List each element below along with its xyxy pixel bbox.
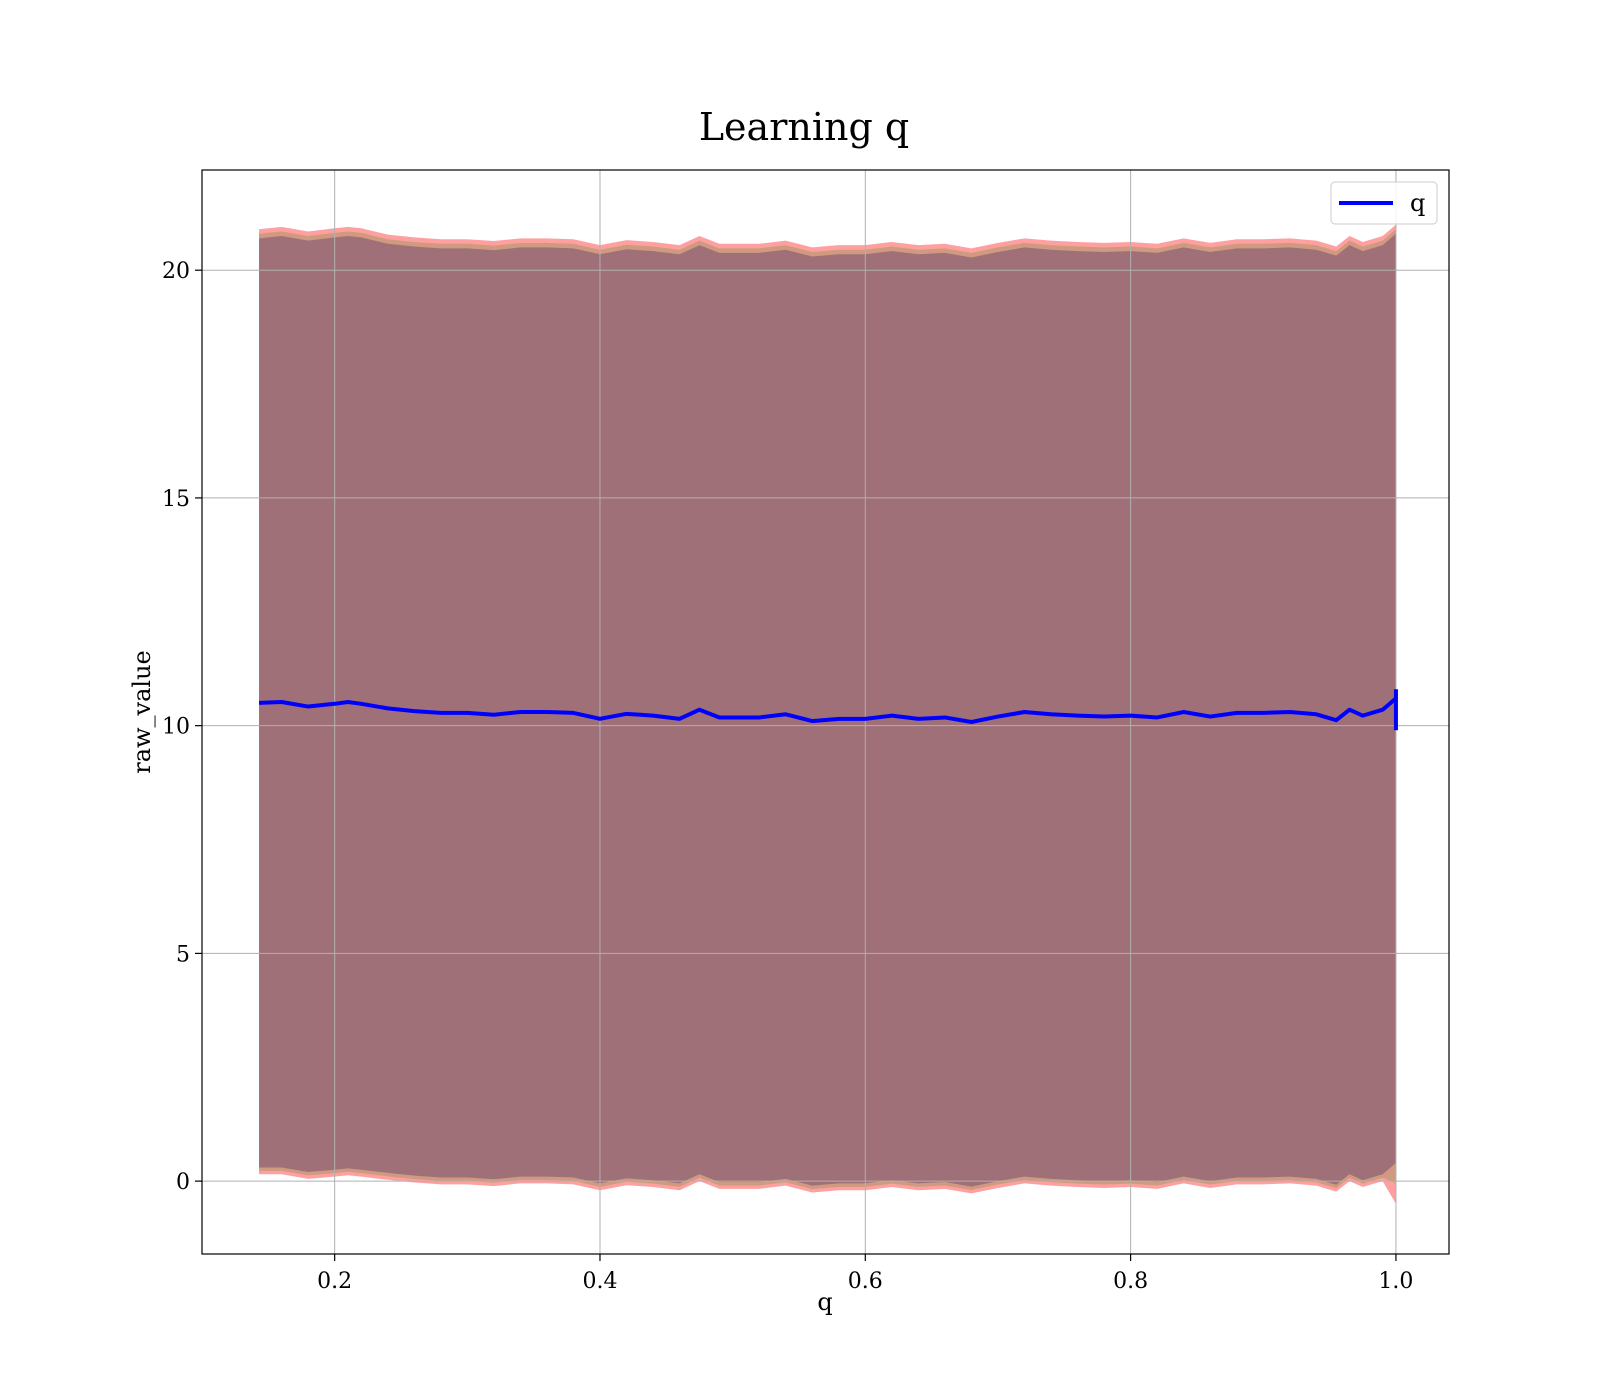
series-line-q xyxy=(258,696,1398,725)
plot-area xyxy=(202,170,1449,1254)
y-tick-label: 0 xyxy=(176,1170,190,1195)
confidence-band xyxy=(259,224,1396,1204)
y-tick-label: 10 xyxy=(162,715,190,740)
axes-frame xyxy=(201,169,1450,1255)
x-tick-label: 0.2 xyxy=(317,1269,352,1294)
x-axis-label: q xyxy=(817,1288,832,1316)
x-tick-label: 0.8 xyxy=(1113,1269,1148,1294)
legend-entry-q: q xyxy=(1410,189,1425,217)
series-layer xyxy=(258,689,1398,731)
band-inner xyxy=(259,233,1396,1187)
y-tick-label: 20 xyxy=(162,259,190,284)
legend: q xyxy=(1330,181,1438,225)
x-axis-ticks: 0.2 0.4 0.6 0.8 1.0 xyxy=(317,1254,1413,1294)
y-axis-ticks: 0 5 10 15 20 xyxy=(162,259,202,1195)
x-tick-label: 0.4 xyxy=(582,1269,617,1294)
y-tick-label: 15 xyxy=(162,487,190,512)
x-tick-label: 1.0 xyxy=(1378,1269,1413,1294)
y-tick-label: 5 xyxy=(176,942,190,967)
x-tick-label: 0.6 xyxy=(848,1269,883,1294)
chart-title: Learning q xyxy=(699,105,909,149)
y-axis-label: raw_value xyxy=(128,650,156,774)
